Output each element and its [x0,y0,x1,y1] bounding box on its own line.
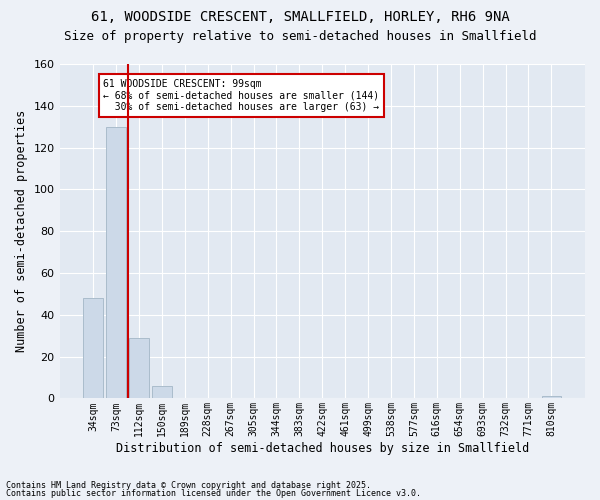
Bar [83,298,103,398]
Bar [106,126,126,398]
Bar [129,338,149,398]
Text: Contains HM Land Registry data © Crown copyright and database right 2025.: Contains HM Land Registry data © Crown c… [6,481,371,490]
Text: 61 WOODSIDE CRESCENT: 99sqm
← 68% of semi-detached houses are smaller (144)
  30: 61 WOODSIDE CRESCENT: 99sqm ← 68% of sem… [103,78,380,112]
Bar [542,396,561,398]
Bar [152,386,172,398]
Y-axis label: Number of semi-detached properties: Number of semi-detached properties [15,110,28,352]
Text: 61, WOODSIDE CRESCENT, SMALLFIELD, HORLEY, RH6 9NA: 61, WOODSIDE CRESCENT, SMALLFIELD, HORLE… [91,10,509,24]
Text: Size of property relative to semi-detached houses in Smallfield: Size of property relative to semi-detach… [64,30,536,43]
Text: Contains public sector information licensed under the Open Government Licence v3: Contains public sector information licen… [6,488,421,498]
X-axis label: Distribution of semi-detached houses by size in Smallfield: Distribution of semi-detached houses by … [116,442,529,455]
